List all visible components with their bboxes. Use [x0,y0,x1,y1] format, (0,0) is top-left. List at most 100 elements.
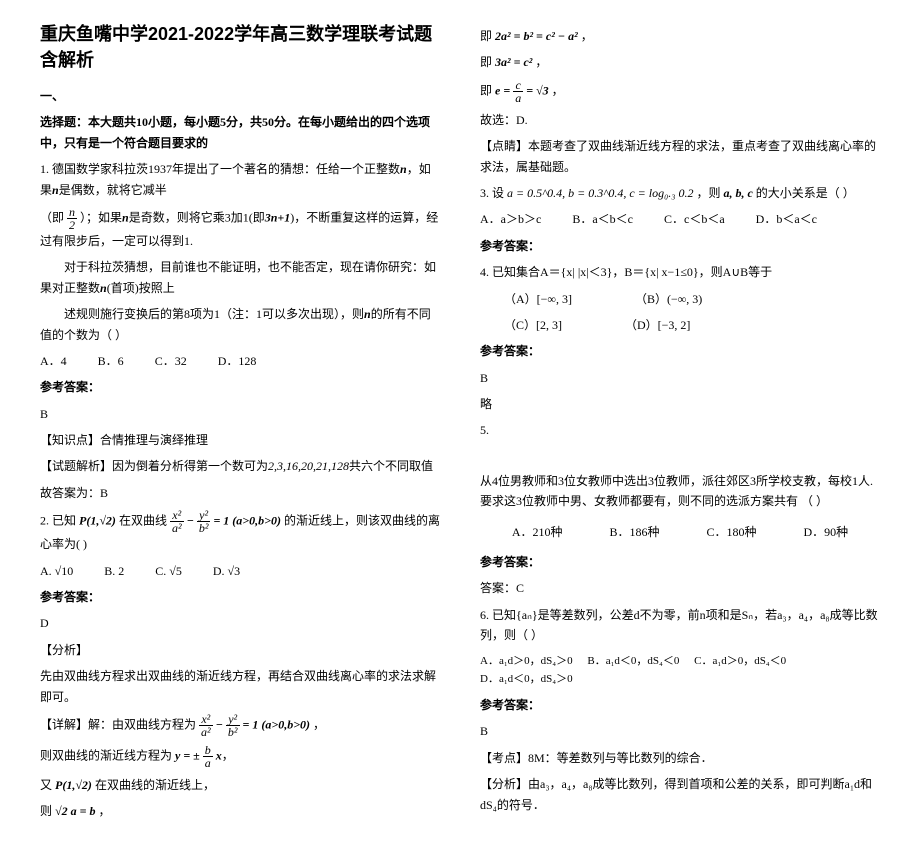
q4-options-1: （A）[−∞, 3] （B）(−∞, 3) [480,289,880,309]
minus: − [187,514,197,528]
q2-detail: 【详解】解：由双曲线方程为 x² a² − y² b² = 1 (a>0,b>0… [40,713,440,738]
right-column: 即 2a² = b² = c² − a² ， 即 3a² = c² ， 即 e … [480,20,880,828]
r-dianjing: 【点睛】本题考查了双曲线渐近线方程的求法，重点考查了双曲线离心率的求法，属基础题… [480,136,880,177]
q6-opt-c: C．a₁d＞0，dS₄＜0 [694,652,786,671]
q3-opt-d: D．b＜a＜c [756,209,817,229]
q2-analysis: 先由双曲线方程求出双曲线的渐近线方程，再结合双曲线离心率的求法求解即可。 [40,666,440,707]
q4-opt-d: （D）[−3, 2] [625,315,690,335]
q1-3n1: 3n+1 [265,210,291,224]
q2-again: 又 P(1,√2) 在双曲线的渐近线上， [40,775,440,795]
q6-fxv: 由a₃，a₄，a₈成等比数列，得到首项和公差的关系，即可判断a₁d和dS₄的符号… [480,777,872,811]
q1-var-n3: n [122,210,129,224]
q6-kdl: 【考点】 [480,751,528,765]
q2-ag: 又 [40,778,52,792]
q5-body: 从4位男教师和3位女教师中选出3位教师，派往郊区3所学校支教，每校1人.要求这3… [480,471,880,512]
q4-opt-c: （C）[2, 3] [504,315,562,335]
q2-asym-eq: y = ± [175,748,203,762]
q1-line4: 述规则施行变换后的第8项为1（注：1可以多次出现），则n的所有不同值的个数为（ … [40,304,440,345]
af-num: b [203,744,213,757]
r1a: 即 [480,29,492,43]
q6-opt-a: A．a₁d＞0，dS₄＞0 [480,652,573,671]
r-line2: 即 3a² = c² ， [480,52,880,72]
r3-eq: = √3 [526,83,548,97]
q5-answer-label: 参考答案： [480,552,880,572]
q1-opt-b: B．6 [98,351,124,371]
r3a: 即 [480,83,492,97]
q1-kp: 【知识点】合情推理与演绎推理 [40,430,440,450]
q1-l2c: 是奇数，则将它乘3加1(即 [129,210,265,224]
q6-fxl: 【分析】 [480,777,528,791]
section-1-desc: 选择题：本大题共10小题，每小题5分，共50分。在每小题给出的四个选项中，只有是… [40,112,440,153]
q2-deq-frac2: y² b² [226,713,240,738]
q2-th: 则 [40,804,52,818]
q3-answer-label: 参考答案： [480,236,880,256]
q1-var-n2: n [52,183,59,197]
q1-frac: n 2 [67,206,77,231]
q1-opt-c: C．32 [155,351,187,371]
doc-title: 重庆鱼嘴中学2021-2022学年高三数学理联考试题含解析 [40,20,440,72]
q2-asym-x: x [216,748,222,762]
q3-opt-c: C．c＜b＜a [664,209,725,229]
frac-den: 2 [67,219,77,231]
q5-options: A．210种 B．186种 C．180种 D．90种 [480,522,880,542]
q3-options: A．a＞b＞c B．a＜b＜c C．c＜b＜a D．b＜a＜c [480,209,880,229]
q2-options: A. √10 B. 2 C. √5 D. √3 [40,561,440,581]
q6-kd: 【考点】8M：等差数列与等比数列的综合． [480,748,880,768]
deq-den2: b² [226,726,240,738]
q3-opt-b: B．a＜b＜c [572,209,633,229]
q2-dt: ， [313,717,325,731]
q1-l2a: （即 [40,210,64,224]
q4-opt-a: （A）[−∞, 3] [504,289,572,309]
q1-l2b: ）；如果 [80,210,122,224]
q1-opt-a: A．4 [40,351,67,371]
section-1-num: 一、 [40,86,440,106]
af-den: a [203,757,213,769]
r3-num: c [513,79,523,92]
q1-line3: 对于科拉茨猜想，目前谁也不能证明，也不能否定，现在请你研究：如果对正整数n(首项… [40,257,440,298]
r3b: e = [495,83,513,97]
q2-h: 2. 已知 [40,514,76,528]
q6-head: 6. 已知{aₙ}是等差数列，公差d不为零，前n项和是Sₙ，若a₃，a₄，a₈成… [480,605,880,646]
q2-pt: P(1,√2) [79,514,116,528]
q2-answer: D [40,613,440,633]
q3-line: 3. 设 a = 0.5^0.4, b = 0.3^0.4, c = log₀.… [480,183,880,203]
q2-analysis-label: 【分析】 [40,640,440,660]
page: 重庆鱼嘴中学2021-2022学年高三数学理联考试题含解析 一、 选择题：本大题… [40,20,880,828]
r2a: 即 [480,55,492,69]
q6-answer: B [480,721,880,741]
r1b: 2a² = b² = c² − a² [495,29,578,43]
eq-den: a² [170,522,184,534]
q2-asym-frac: b a [203,744,213,769]
q1-var-n4: n [100,281,107,295]
q2-line: 2. 已知 P(1,√2) 在双曲线 x² a² − y² b² = 1 (a>… [40,509,440,554]
r-line1: 即 2a² = b² = c² − a² ， [480,26,880,46]
q6-opt-d: D．a₁d＜0，dS₄＞0 [480,670,573,689]
q2-dl: 【详解】解：由双曲线方程为 [40,717,196,731]
q2-agt: 在双曲线的渐近线上， [95,778,215,792]
deq-num2: y² [226,713,240,726]
frac-num: n [67,206,77,219]
q3-t: ，则 [696,186,720,200]
q2-eq-frac2: y² b² [197,509,211,534]
q4-answer-label: 参考答案： [480,341,880,361]
q2-answer-label: 参考答案： [40,587,440,607]
q2-as: 则双曲线的渐近线方程为 [40,748,172,762]
q3-h: 3. 设 [480,186,504,200]
q5-answer: 答案：C [480,578,880,598]
q5-num: 5. [480,420,880,440]
q6-answer-label: 参考答案： [480,695,880,715]
r-line3: 即 e = c a = √3 ， [480,79,880,104]
q6-options: A．a₁d＞0，dS₄＞0 B．a₁d＜0，dS₄＜0 C．a₁d＞0，dS₄＜… [480,652,880,689]
q5-opt-b: B．186种 [609,522,659,542]
q2-opt-d: D. √3 [213,561,240,581]
q2-then: 则 √2 a = b ， [40,801,440,821]
q4-opt-b: （B）(−∞, 3) [635,289,702,309]
q1-options: A．4 B．6 C．32 D．128 [40,351,440,371]
rdj: 本题考查了双曲线渐近线方程的求法，重点考查了双曲线离心率的求法，属基础题。 [480,139,876,173]
r3-den: a [513,92,523,104]
r-line4: 故选：D. [480,110,880,130]
r2c: ， [535,55,547,69]
q6-kdv: 8M：等差数列与等比数列的综合． [528,751,713,765]
r1c: ， [581,29,593,43]
q1-parse-end: 故答案为：B [40,483,440,503]
